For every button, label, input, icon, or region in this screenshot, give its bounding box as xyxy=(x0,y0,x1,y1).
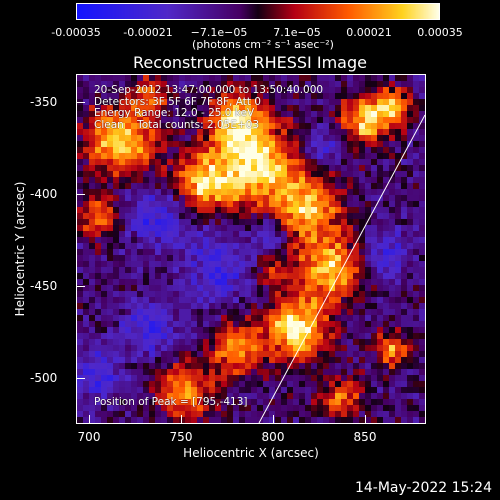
x-tick-label: 800 xyxy=(261,430,285,444)
y-tick-label: -450 xyxy=(30,279,58,293)
y-tick-label: -400 xyxy=(30,187,58,201)
annotation-total-counts: Clean Total counts: 2.05E+03 xyxy=(94,118,260,131)
annotation-time-range: 20-Sep-2012 13:47:00.000 to 13:50:40.000 xyxy=(94,84,324,96)
chart-title: Reconstructed RHESSI Image xyxy=(133,53,367,72)
y-tick-label: -500 xyxy=(30,371,58,385)
plot-area: 20-Sep-2012 13:47:00.000 to 13:50:40.000… xyxy=(76,74,426,424)
x-tick-label: 850 xyxy=(353,430,377,444)
x-tick-label: 750 xyxy=(169,430,193,444)
colorbar-tick-label: -0.00021 xyxy=(123,26,173,39)
annotation-peak-position: Position of Peak = [795,-413] xyxy=(94,396,248,408)
annotation-detectors: Detectors: 3F 5F 6F 7F 8F, Att 0 xyxy=(94,95,261,108)
y-tick-mark xyxy=(77,102,85,103)
y-tick-mark xyxy=(77,378,85,379)
annotation-energy-range: Energy Range: 12.0 - 25.0 keV xyxy=(94,107,255,119)
x-tick-mark xyxy=(181,415,182,423)
y-tick-mark xyxy=(77,194,85,195)
x-tick-mark xyxy=(365,415,366,423)
x-tick-label: 700 xyxy=(77,430,101,444)
solar-limb-line xyxy=(258,114,425,423)
x-axis-label: Heliocentric X (arcsec) xyxy=(183,446,319,460)
y-tick-label: -350 xyxy=(30,95,58,109)
footer-timestamp: 14-May-2022 15:24 xyxy=(354,480,492,496)
heatmap-image xyxy=(77,75,425,423)
y-tick-mark xyxy=(77,286,85,287)
x-tick-mark xyxy=(273,415,274,423)
colorbar-unit: (photons cm⁻² s⁻¹ asec⁻²) xyxy=(192,38,334,51)
colorbar-gradient xyxy=(76,3,440,20)
colorbar-tick-label: 7.1e−05 xyxy=(273,26,321,39)
x-tick-mark xyxy=(89,415,90,423)
colorbar-tick-label: −7.1e−05 xyxy=(190,26,248,39)
colorbar-tick-label: 0.00021 xyxy=(346,26,392,39)
colorbar-tick-label: -0.00035 xyxy=(51,26,101,39)
colorbar-tick-label: 0.00035 xyxy=(417,26,463,39)
y-axis-label: Heliocentric Y (arcsec) xyxy=(13,181,27,317)
colorbar: -0.00035 -0.00021 −7.1e−05 7.1e−05 0.000… xyxy=(0,0,500,60)
